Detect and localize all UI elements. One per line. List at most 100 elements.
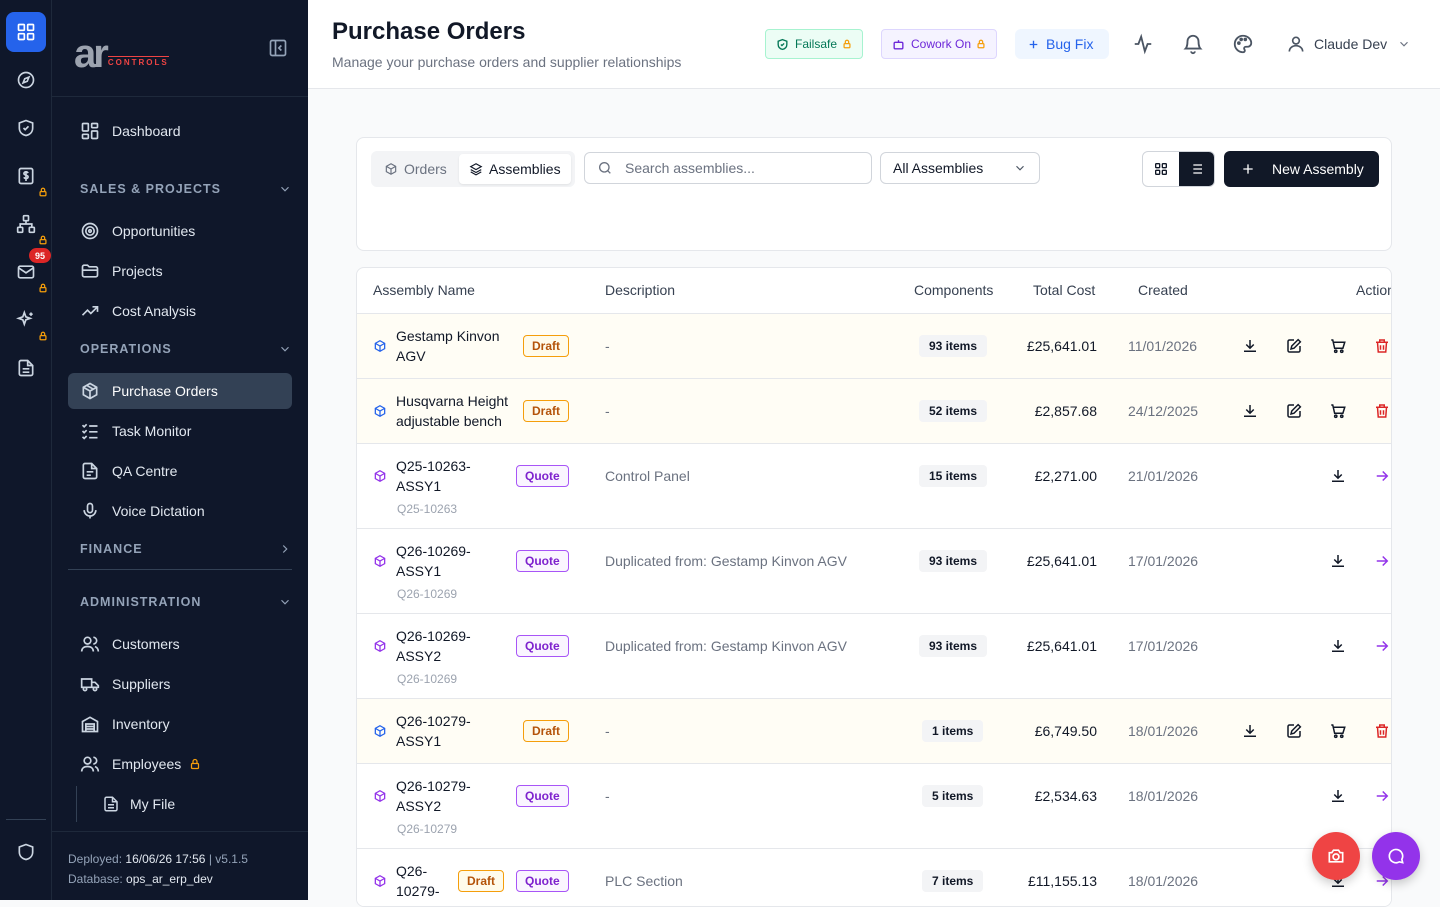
section-sales-projects[interactable]: SALES & PROJECTS (80, 179, 292, 199)
assembly-filter-select[interactable]: All Assemblies (880, 152, 1040, 184)
status-badge: Draft (523, 720, 570, 742)
sparkles-icon[interactable] (6, 300, 46, 340)
mail-count-badge: 95 (29, 248, 51, 263)
assembly-name[interactable]: Gestamp Kinvon AGV (396, 326, 511, 366)
assembly-name[interactable]: Q26-10269- ASSY1 (396, 541, 511, 581)
assembly-cube-icon (373, 469, 387, 483)
section-operations-label: OPERATIONS (80, 342, 172, 356)
col-description[interactable]: Description (605, 282, 676, 298)
table-row[interactable]: Q26-10279- ASSY1 Draft - 1 items £6,749.50 18/… (357, 699, 1391, 764)
shield-check-icon[interactable] (6, 108, 46, 148)
table-row[interactable]: Q25-10263- ASSY1 Q25-10263 Quote Control Pan… (357, 444, 1391, 529)
org-chart-icon[interactable] (6, 204, 46, 244)
assembly-name-line1: Gestamp Kinvon (396, 328, 500, 344)
col-assembly-name[interactable]: Assembly Name (373, 282, 475, 298)
search-input[interactable] (625, 160, 865, 176)
open-arrow-icon[interactable] (1373, 637, 1391, 655)
nav-task-monitor[interactable]: Task Monitor (68, 413, 292, 449)
apps-grid-icon[interactable] (6, 12, 46, 52)
assembly-name[interactable]: Q26-10269- ASSY2 (396, 626, 511, 666)
col-total-cost[interactable]: Total Cost (1033, 282, 1096, 298)
list-view-button[interactable] (1178, 152, 1214, 186)
delete-icon[interactable] (1373, 337, 1391, 355)
download-icon[interactable] (1329, 637, 1347, 655)
chat-button[interactable] (1372, 832, 1420, 880)
table-row[interactable]: Gestamp Kinvon AGV Draft - 93 items £25,641.0… (357, 314, 1391, 379)
table-row[interactable]: Q26-10279- ASSY2 Q26-10279 Quote - 5 items £2,… (357, 764, 1391, 849)
document-icon[interactable] (6, 348, 46, 388)
lock-icon (39, 331, 47, 341)
col-components[interactable]: Components (914, 282, 994, 298)
download-icon[interactable] (1329, 552, 1347, 570)
cart-icon[interactable] (1329, 722, 1347, 740)
nav-projects[interactable]: Projects (68, 253, 292, 289)
nav-suppliers[interactable]: Suppliers (68, 666, 292, 702)
bug-fix-button[interactable]: Bug Fix (1015, 29, 1109, 59)
nav-qa-centre[interactable]: QA Centre (68, 453, 292, 489)
edit-icon[interactable] (1285, 337, 1303, 355)
grid-view-button[interactable] (1143, 152, 1179, 186)
open-arrow-icon[interactable] (1373, 787, 1391, 805)
sidebar-header: ar CONTROLS (52, 0, 308, 97)
cart-icon[interactable] (1329, 337, 1347, 355)
assembly-name[interactable]: Q25-10263- ASSY1 (396, 456, 511, 496)
nav-my-file[interactable]: My File (76, 786, 292, 822)
tab-assemblies[interactable]: Assemblies (459, 154, 571, 184)
search-box[interactable] (584, 152, 872, 184)
assembly-cube-icon (373, 339, 387, 353)
new-assembly-button[interactable]: New Assembly (1224, 151, 1379, 187)
download-icon[interactable] (1241, 337, 1259, 355)
palette-icon[interactable] (1232, 33, 1254, 55)
table-row[interactable]: Q26- 10279- Draft Quote PLC Section 7 items £1… (357, 849, 1391, 906)
delete-icon[interactable] (1373, 402, 1391, 420)
nav-inventory[interactable]: Inventory (68, 706, 292, 742)
nav-cost-analysis[interactable]: Cost Analysis (68, 293, 292, 329)
nav-voice-dictation[interactable]: Voice Dictation (68, 493, 292, 529)
assembly-name[interactable]: Q26-10279- ASSY2 (396, 776, 511, 816)
assembly-name[interactable]: Q26-10279- ASSY1 (396, 711, 511, 751)
user-menu[interactable]: Claude Dev (1286, 34, 1411, 54)
table-row[interactable]: Husqvarna Height adjustable bench Draft - 52… (357, 379, 1391, 444)
nav-dashboard[interactable]: Dashboard (68, 113, 292, 149)
download-icon[interactable] (1241, 722, 1259, 740)
shield-icon[interactable] (6, 832, 46, 872)
table-row[interactable]: Q26-10269- ASSY2 Q26-10269 Quote Duplicated … (357, 614, 1391, 699)
screenshot-button[interactable] (1312, 832, 1360, 880)
tab-orders[interactable]: Orders (374, 154, 457, 184)
failsafe-badge[interactable]: Failsafe (765, 29, 864, 59)
download-icon[interactable] (1329, 787, 1347, 805)
mail-icon[interactable] (6, 252, 46, 292)
dollar-document-icon[interactable] (6, 156, 46, 196)
assembly-name[interactable]: Husqvarna Height adjustable bench (396, 391, 511, 431)
section-finance[interactable]: FINANCE (80, 539, 292, 559)
table-row[interactable]: Q26-10269- ASSY1 Q26-10269 Quote Duplicated … (357, 529, 1391, 614)
section-administration[interactable]: ADMINISTRATION (80, 592, 292, 612)
open-arrow-icon[interactable] (1373, 552, 1391, 570)
nav-customers[interactable]: Customers (68, 626, 292, 662)
nav-opportunities[interactable]: Opportunities (68, 213, 292, 249)
cowork-badge[interactable]: Cowork On (881, 29, 998, 59)
download-icon[interactable] (1241, 402, 1259, 420)
delete-icon[interactable] (1373, 722, 1391, 740)
nav-purchase-orders[interactable]: Purchase Orders (68, 373, 292, 409)
activity-icon[interactable] (1132, 33, 1154, 55)
brand-logo[interactable]: ar CONTROLS (74, 34, 169, 74)
bell-icon[interactable] (1182, 33, 1204, 55)
compass-icon[interactable] (6, 60, 46, 100)
nav-my-file-label: My File (130, 796, 176, 812)
assembly-name[interactable]: Q26- 10279- (396, 861, 511, 901)
assembly-name-line2: AGV (396, 348, 426, 364)
download-icon[interactable] (1329, 467, 1347, 485)
section-operations[interactable]: OPERATIONS (80, 339, 292, 359)
status-badge: Quote (516, 550, 569, 572)
col-actions[interactable]: Actions (1356, 282, 1391, 298)
open-arrow-icon[interactable] (1373, 872, 1391, 890)
open-arrow-icon[interactable] (1373, 467, 1391, 485)
sidebar-collapse-icon[interactable] (268, 38, 288, 58)
col-created[interactable]: Created (1138, 282, 1188, 298)
edit-icon[interactable] (1285, 722, 1303, 740)
nav-employees[interactable]: Employees (68, 746, 292, 782)
user-name: Claude Dev (1314, 36, 1388, 52)
cart-icon[interactable] (1329, 402, 1347, 420)
edit-icon[interactable] (1285, 402, 1303, 420)
